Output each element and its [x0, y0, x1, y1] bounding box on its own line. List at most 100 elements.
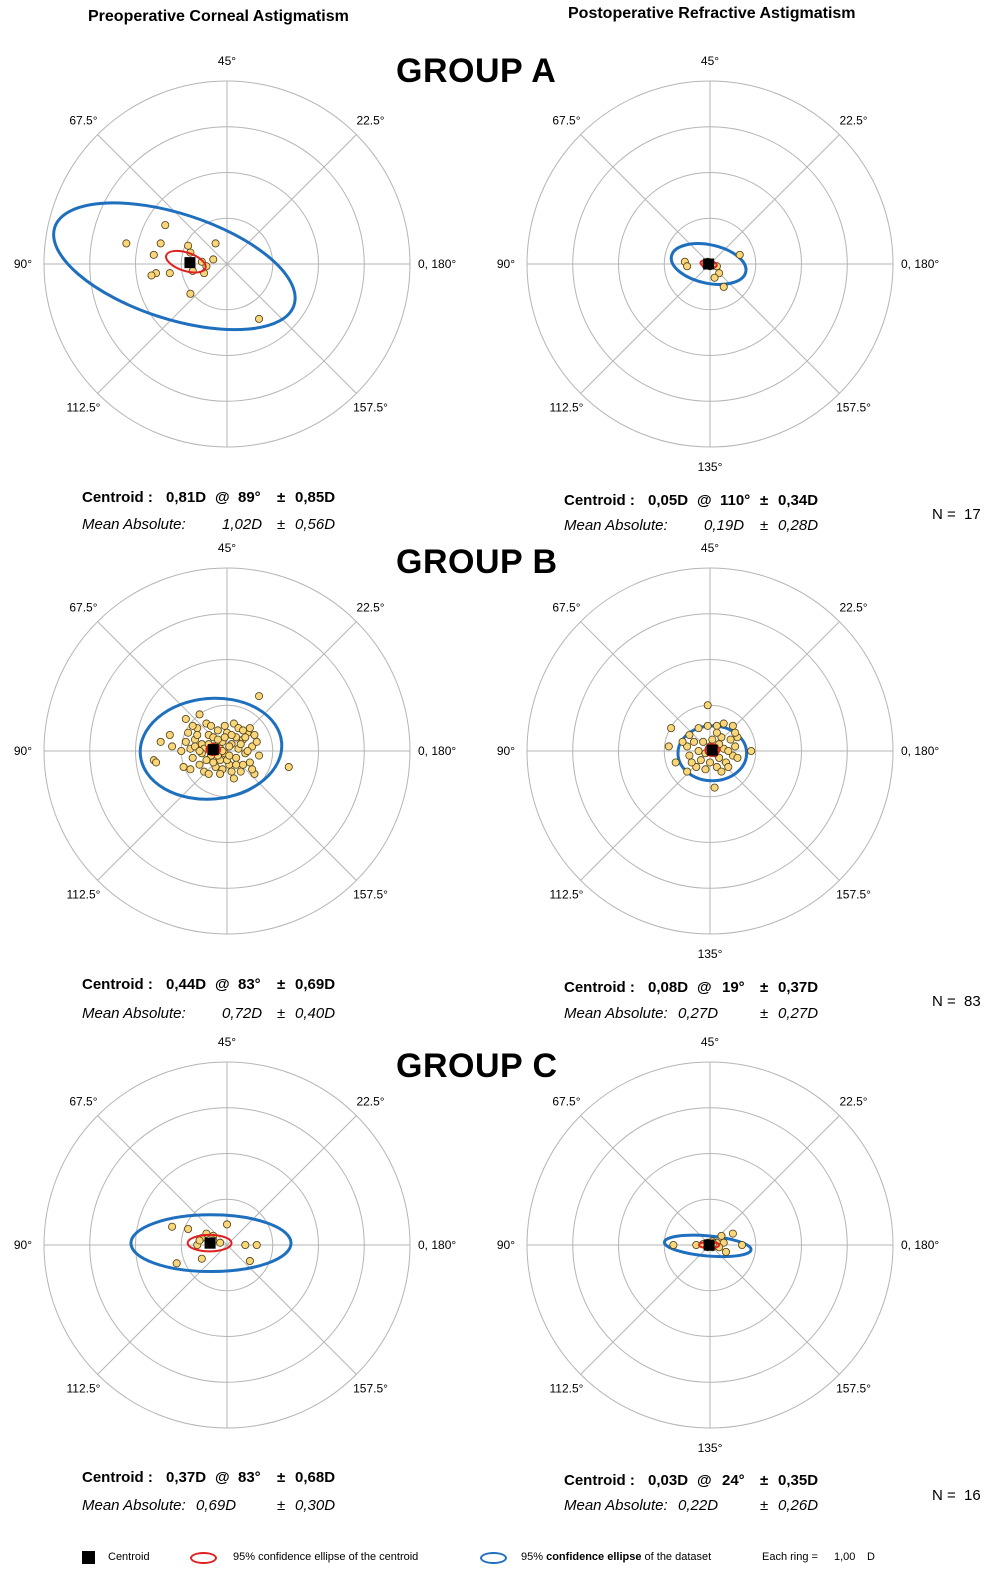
b-left-at: @ — [215, 976, 230, 993]
b-right-centroid-label: Centroid : — [564, 979, 635, 996]
angle-label: 157.5° — [836, 401, 871, 415]
centroid-marker — [204, 1237, 216, 1249]
data-point — [184, 1224, 193, 1233]
data-point — [186, 765, 195, 774]
data-point — [165, 730, 174, 739]
a-left-mean-sd: 0,56D — [295, 516, 336, 533]
data-point — [211, 239, 220, 248]
data-point — [195, 710, 204, 719]
data-point — [735, 250, 744, 259]
a-right-sd: 0,34D — [778, 492, 819, 509]
a-left-mean-pm: ± — [277, 516, 286, 533]
c-left-mean-pm: ± — [277, 1497, 286, 1514]
legend-centroid-swatch — [82, 1551, 95, 1564]
data-point — [710, 783, 719, 792]
dataset-confidence-ellipse — [662, 1233, 753, 1259]
legend-centroid-ellipse-swatch — [190, 1552, 217, 1564]
data-point — [156, 737, 165, 746]
centroid-confidence-ellipse — [186, 1233, 233, 1253]
a-right-axis: 110° — [720, 492, 751, 509]
data-point — [731, 742, 740, 751]
b-left-mean-value: 0,72D — [222, 1005, 263, 1022]
b-n-value: 83 — [964, 993, 981, 1010]
angle-label: 45° — [701, 1035, 719, 1049]
b-left-mean-pm: ± — [277, 1005, 286, 1022]
centroid-confidence-ellipse — [165, 249, 207, 274]
data-point — [678, 737, 687, 746]
c-left-centroid-label: Centroid : — [82, 1469, 153, 1486]
data-point — [209, 758, 218, 767]
data-point — [168, 1222, 177, 1231]
data-point — [245, 1257, 254, 1266]
data-point — [188, 721, 197, 730]
c-left-at: @ — [215, 1469, 230, 1486]
dataset-confidence-ellipse — [676, 724, 749, 783]
angle-label: 112.5° — [549, 401, 583, 415]
c-right-at: @ — [697, 1472, 712, 1489]
data-point — [152, 758, 161, 767]
data-point — [685, 730, 694, 739]
a-left-sd: 0,85D — [295, 489, 336, 506]
data-point — [177, 747, 186, 756]
c-left-mean-value: 0,69D — [196, 1497, 237, 1514]
c-right-mean-sd: 0,26D — [778, 1497, 819, 1514]
angle-label: 90° — [497, 744, 515, 758]
data-point — [719, 282, 728, 291]
a-right-mean-pm: ± — [760, 517, 769, 534]
centroid-marker — [703, 1239, 715, 1251]
data-point — [683, 767, 692, 776]
data-point — [664, 742, 673, 751]
legend-dataset-ellipse-label: 95% confidence ellipse of the dataset — [521, 1551, 712, 1563]
angle-label: 157.5° — [353, 401, 388, 415]
angle-label: 157.5° — [353, 1382, 388, 1396]
legend-ring-unit: D — [867, 1551, 875, 1563]
data-point — [236, 767, 245, 776]
data-point — [220, 733, 229, 742]
data-point — [227, 767, 236, 776]
angle-label: 0, 180° — [901, 744, 939, 758]
data-point — [747, 747, 756, 756]
data-point — [184, 728, 193, 737]
angle-label: 90° — [14, 1238, 32, 1252]
b-left-mean-label: Mean Absolute: — [82, 1005, 186, 1022]
b-right-mean-label: Mean Absolute: — [564, 1005, 668, 1022]
data-point — [717, 1231, 726, 1240]
data-point — [255, 751, 264, 760]
polar-spoke — [97, 134, 357, 394]
data-point — [165, 269, 174, 278]
c-right-pm: ± — [760, 1472, 769, 1489]
angle-label: 0, 180° — [418, 257, 456, 271]
angle-label: 45° — [218, 541, 236, 555]
b-right-axis: 19° — [722, 979, 745, 996]
data-point — [236, 740, 245, 749]
data-point — [728, 721, 737, 730]
data-point — [195, 747, 204, 756]
data-point — [216, 1238, 225, 1247]
legend-centroid-label: Centroid — [108, 1551, 150, 1563]
a-left-mean-label: Mean Absolute: — [82, 516, 186, 533]
angle-label: 0, 180° — [901, 257, 939, 271]
data-point — [738, 1241, 747, 1250]
c-n-label: N = — [932, 1487, 956, 1504]
data-point — [250, 730, 259, 739]
data-point — [195, 1236, 204, 1245]
b-right-mean-value: 0,27D — [678, 1005, 719, 1022]
angle-label: 45° — [701, 541, 719, 555]
b-right-pm: ± — [760, 979, 769, 996]
a-right-mean-value: 0,19D — [704, 517, 745, 534]
angle-label: 22.5° — [839, 600, 867, 614]
data-point — [149, 250, 158, 259]
centroid-confidence-ellipse — [704, 743, 721, 758]
angle-label: 157.5° — [353, 888, 388, 902]
centroid-marker — [207, 744, 219, 756]
angle-label: 67.5° — [552, 600, 580, 614]
c-left-centroid-value: 0,37D — [166, 1469, 207, 1486]
legend-dataset-ellipse-swatch — [480, 1552, 507, 1564]
angle-label: 45° — [218, 1035, 236, 1049]
data-point — [724, 763, 733, 772]
data-point — [731, 728, 740, 737]
data-point — [703, 721, 712, 730]
data-point — [284, 763, 293, 772]
data-point — [193, 730, 202, 739]
b-left-pm: ± — [277, 976, 286, 993]
